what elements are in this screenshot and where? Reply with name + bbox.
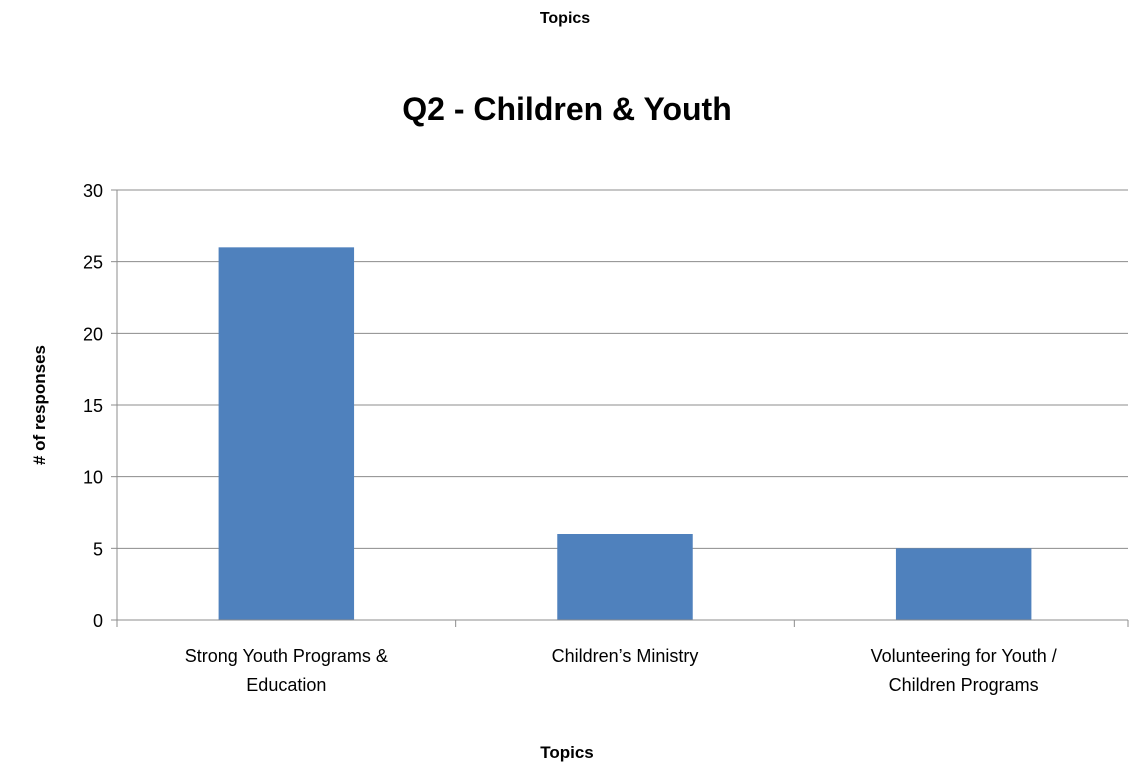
y-tick-label: 30 [83,181,103,201]
y-axis-title: # of responses [30,345,49,465]
bars [218,247,1032,621]
x-category-label-line: Children Programs [889,675,1039,695]
y-tick-label: 0 [93,611,103,631]
x-axis-title: Topics [540,743,594,762]
y-tick-labels: 0 5 10 15 20 25 30 [83,181,103,631]
x-category-labels: Strong Youth Programs & Education Children… [185,646,1057,695]
bar [895,548,1032,620]
bar [218,247,355,621]
chart-title: Q2 - Children & Youth [402,91,731,127]
x-category-label-line: Volunteering for Youth / [871,646,1057,666]
x-category-label-line: Strong Youth Programs & [185,646,388,666]
axes [116,190,1129,627]
y-tick-label: 5 [93,539,103,559]
y-tick-label: 10 [83,468,103,488]
y-tick-label: 25 [83,253,103,273]
x-category-label: Strong Youth Programs & Education [185,646,388,695]
x-category-label: Children’s Ministry [552,646,699,666]
x-category-label: Volunteering for Youth / Children Program… [871,646,1057,695]
y-tick-label: 20 [83,324,103,344]
x-category-label-line: Children’s Ministry [552,646,699,666]
bar [557,534,693,620]
header-label: Topics [539,10,591,27]
y-tick-label: 15 [83,396,103,416]
x-category-label-line: Education [246,675,326,695]
